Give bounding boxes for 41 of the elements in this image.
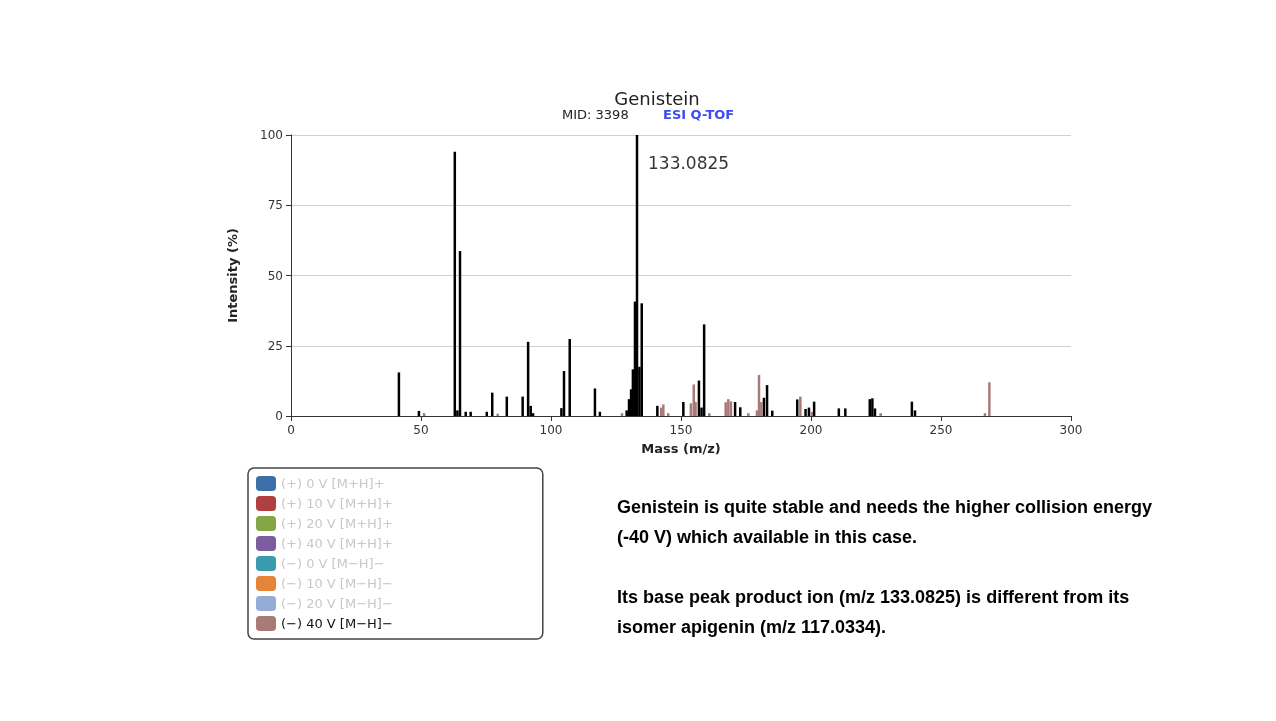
bar: [521, 396, 524, 416]
bar: [496, 413, 499, 416]
y-tick-label: 50: [267, 268, 283, 283]
y-tick-label: 0: [275, 409, 283, 423]
bar: [988, 382, 991, 416]
y-axis-title: Intensity (%): [225, 228, 240, 323]
bar: [469, 411, 472, 416]
bar: [708, 413, 711, 416]
legend-label: (−) 40 V [M−H]−: [281, 616, 393, 631]
chart-subtitle: MID: 3398: [562, 107, 629, 122]
text: Genistein is quite stable and needs the higher collision energy (-40 V) which available in this case.: [617, 497, 1158, 547]
bar: [804, 408, 807, 416]
bar: [771, 410, 774, 416]
x-tick-label: 300: [1059, 423, 1083, 437]
bar: [568, 339, 571, 416]
bar: [692, 384, 695, 416]
chart-title: Genistein: [614, 87, 700, 109]
bar: [667, 413, 670, 416]
y-tick-label: 100: [260, 128, 283, 142]
y-tick-label: 25: [267, 338, 283, 353]
bar: [464, 411, 467, 416]
bar: [682, 401, 685, 416]
x-tick-label: 200: [799, 423, 823, 437]
bar: [799, 396, 802, 416]
bar: [656, 405, 659, 416]
x-tick-label: 100: [539, 423, 563, 437]
bar: [724, 402, 727, 416]
x-tick-label: 250: [929, 423, 953, 437]
x-tick-label: 50: [413, 423, 429, 437]
x-axis-title: Mass (m/z): [641, 441, 721, 456]
x-tick-label: 150: [669, 423, 693, 437]
bar: [844, 408, 847, 416]
text: Its base peak product ion (m/z 133.0825) is different from its isomer apigenin (m/z 117.0334).: [617, 587, 1135, 637]
bar: [747, 413, 750, 416]
bar: [739, 407, 742, 416]
text: ESI Q-TOF: [663, 107, 735, 122]
bar: [879, 413, 882, 416]
y-tick-label: 75: [267, 198, 283, 213]
x-tick-label: 0: [287, 423, 295, 437]
bar: [640, 303, 643, 416]
annotation: 133.0825: [648, 152, 730, 173]
